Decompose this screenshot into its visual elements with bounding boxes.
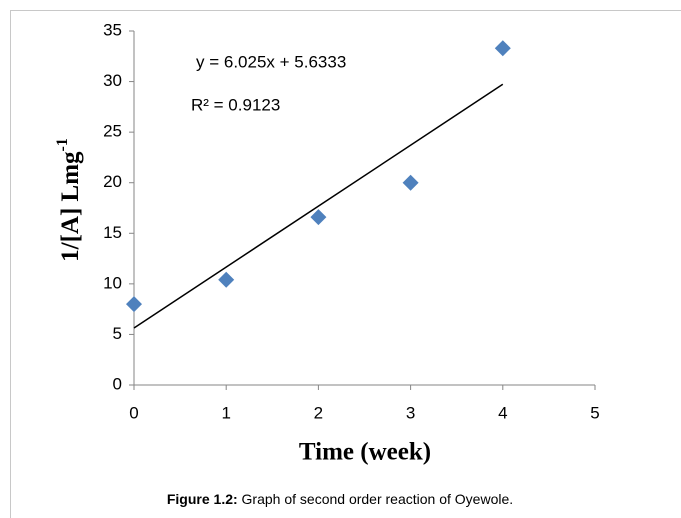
equation: y = 6.025x + 5.6333: [196, 52, 346, 71]
y-tick-label: 0: [113, 374, 122, 393]
frame: [10, 10, 681, 518]
r-squared: R² = 0.9123: [191, 95, 280, 114]
point: [402, 174, 419, 191]
y-axis-title-sup: -1: [54, 138, 71, 151]
x-tick-label: 2: [314, 403, 323, 422]
x-tick-label: 3: [406, 403, 415, 422]
y-tick-label: 20: [103, 172, 122, 191]
y-tick-label: 5: [113, 324, 122, 343]
y-tick-label: 35: [103, 20, 122, 39]
y-tick-label: 15: [103, 223, 122, 242]
x-tick-label: 0: [129, 403, 138, 422]
caption-text: Graph of second order reaction of Oyewol…: [238, 491, 513, 507]
point: [126, 296, 142, 313]
point: [218, 271, 235, 288]
x-tick-label: 1: [221, 403, 230, 422]
x-tick-label: 4: [498, 403, 507, 422]
trendline: [133, 83, 504, 329]
x-axis-title: Time (week): [299, 439, 431, 466]
y-axis-title: 1/[A] Lmg-1: [54, 138, 84, 262]
y-axis-title-main: 1/[A] Lmg: [57, 151, 84, 262]
y-tick-label: 10: [103, 273, 122, 292]
caption: Figure 1.2: Graph of second order reacti…: [167, 491, 513, 507]
y-tick-label: 25: [103, 122, 122, 141]
x-tick-label: 5: [590, 403, 599, 422]
y-tick-label: 30: [103, 71, 122, 90]
point: [310, 209, 327, 226]
caption-label: Figure 1.2:: [167, 491, 238, 507]
point: [494, 40, 511, 57]
